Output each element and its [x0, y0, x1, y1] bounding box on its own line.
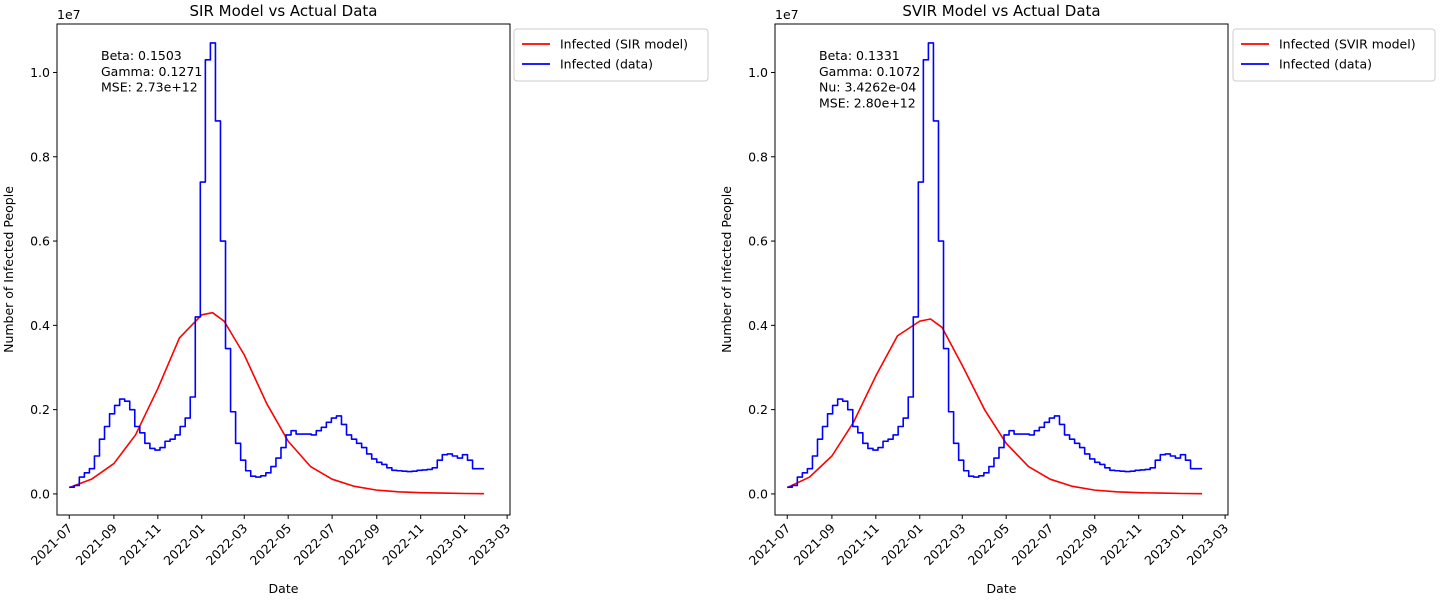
- annotation-text: MSE: 2.73e+12: [101, 80, 198, 95]
- legend-label: Infected (SVIR model): [1279, 37, 1416, 52]
- series-line-infected-svir-model: [786, 318, 1203, 495]
- legend: Infected (SVIR model) Infected (data): [1232, 28, 1436, 82]
- legend: Infected (SIR model) Infected (data): [513, 28, 709, 82]
- legend-label: Infected (data): [560, 57, 653, 72]
- series-group: [68, 42, 485, 495]
- legend-box: [513, 28, 709, 82]
- chart-title: SVIR Model vs Actual Data: [902, 2, 1100, 20]
- y-tick-label: 1.0: [748, 65, 768, 80]
- y-scale-label: 1e7: [57, 7, 81, 22]
- y-tick-label: 0.6: [748, 234, 768, 249]
- plot-frame: [56, 23, 511, 516]
- y-tick-label: 0.8: [748, 149, 768, 164]
- series-line-infected-sir-model: [68, 311, 485, 495]
- y-tick-label: 0.4: [30, 318, 50, 333]
- x-axis-label: Date: [987, 581, 1017, 596]
- y-tick-label: 0.0: [748, 486, 768, 501]
- y-scale-label: 1e7: [775, 7, 799, 22]
- series-line-infected-data: [787, 42, 1203, 488]
- series-group: [786, 42, 1203, 495]
- annotation-text: Beta: 0.1503: [101, 48, 182, 63]
- y-tick-label: 0.2: [30, 402, 50, 417]
- legend-label: Infected (data): [1279, 57, 1372, 72]
- plot-frame: [774, 23, 1229, 516]
- annotation-text: Gamma: 0.1072: [819, 64, 920, 79]
- legend-label: Infected (SIR model): [560, 37, 688, 52]
- y-tick-label: 1.0: [30, 65, 50, 80]
- annotation-text: Nu: 3.4262e-04: [819, 80, 916, 95]
- x-axis-label: Date: [269, 581, 299, 596]
- legend-box: [1232, 28, 1436, 82]
- y-tick-label: 0.0: [30, 486, 50, 501]
- annotation-text: Beta: 0.1331: [819, 48, 900, 63]
- y-tick-label: 0.6: [30, 234, 50, 249]
- y-tick-label: 0.8: [30, 149, 50, 164]
- y-tick-label: 0.2: [748, 402, 768, 417]
- y-axis-label: Number of Infected People: [1, 186, 16, 353]
- y-axis-label: Number of Infected People: [719, 186, 734, 353]
- annotation-text: MSE: 2.80e+12: [819, 95, 916, 110]
- annotation-text: Gamma: 0.1271: [101, 64, 202, 79]
- y-tick-label: 0.4: [748, 318, 768, 333]
- series-line-infected-data: [69, 42, 485, 488]
- chart-title: SIR Model vs Actual Data: [190, 2, 378, 20]
